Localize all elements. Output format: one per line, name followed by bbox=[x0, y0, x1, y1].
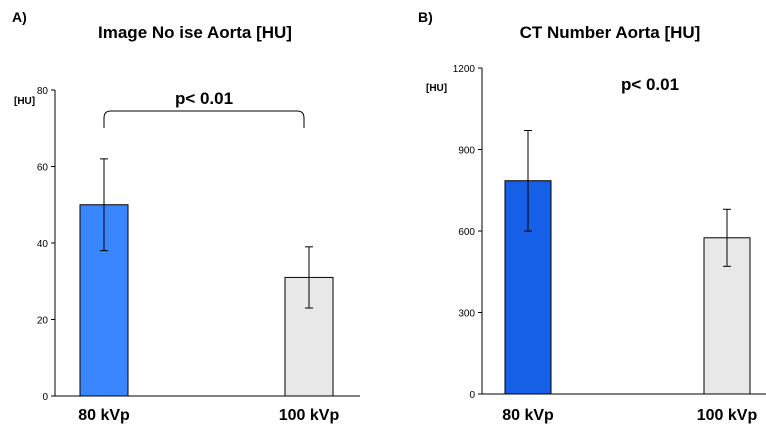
chart-b-y-unit: [HU] bbox=[426, 83, 447, 94]
chart-b-plot: 0 300 600 900 1200 80 kVp 100 kVp bbox=[453, 64, 766, 424]
chart-a: A) Image No ise Aorta [HU] [HU] 0 20 40 60 8… bbox=[12, 9, 360, 424]
chart-b-title: CT Number Aorta [HU] bbox=[520, 23, 701, 42]
chart-b-y-tick-label: 300 bbox=[458, 309, 475, 320]
chart-b-category-label: 100 kVp bbox=[697, 407, 758, 424]
chart-a-y-tick-label: 80 bbox=[37, 86, 49, 97]
chart-b-category-label: 80 kVp bbox=[502, 407, 554, 424]
chart-a-significance-bracket bbox=[103, 110, 305, 128]
chart-a-plot: 0 20 40 60 80 80 kVp 100 kVp bbox=[37, 86, 360, 424]
chart-b-panel-label: B) bbox=[418, 9, 433, 25]
chart-b: B) CT Number Aorta [HU] [HU] 0 300 600 900 1… bbox=[418, 9, 766, 424]
chart-b-y-tick-label: 900 bbox=[458, 146, 475, 157]
chart-a-category-label: 80 kVp bbox=[78, 407, 130, 424]
chart-a-y-tick-label: 20 bbox=[37, 316, 49, 327]
chart-a-category-label: 100 kVp bbox=[279, 407, 340, 424]
chart-b-y-tick-label: 600 bbox=[458, 227, 475, 238]
chart-b-p-value: p< 0.01 bbox=[621, 75, 679, 94]
chart-b-y-tick-label: 1200 bbox=[453, 64, 476, 75]
chart-a-y-tick-label: 60 bbox=[37, 163, 49, 174]
chart-a-y-tick-label: 0 bbox=[42, 392, 48, 403]
chart-a-p-value: p< 0.01 bbox=[175, 89, 233, 108]
chart-a-panel-label: A) bbox=[12, 9, 27, 25]
chart-a-y-tick-label: 40 bbox=[37, 239, 49, 250]
chart-b-y-tick-label: 0 bbox=[469, 390, 475, 401]
chart-a-title: Image No ise Aorta [HU] bbox=[98, 23, 292, 42]
chart-a-y-unit: [HU] bbox=[14, 96, 35, 107]
